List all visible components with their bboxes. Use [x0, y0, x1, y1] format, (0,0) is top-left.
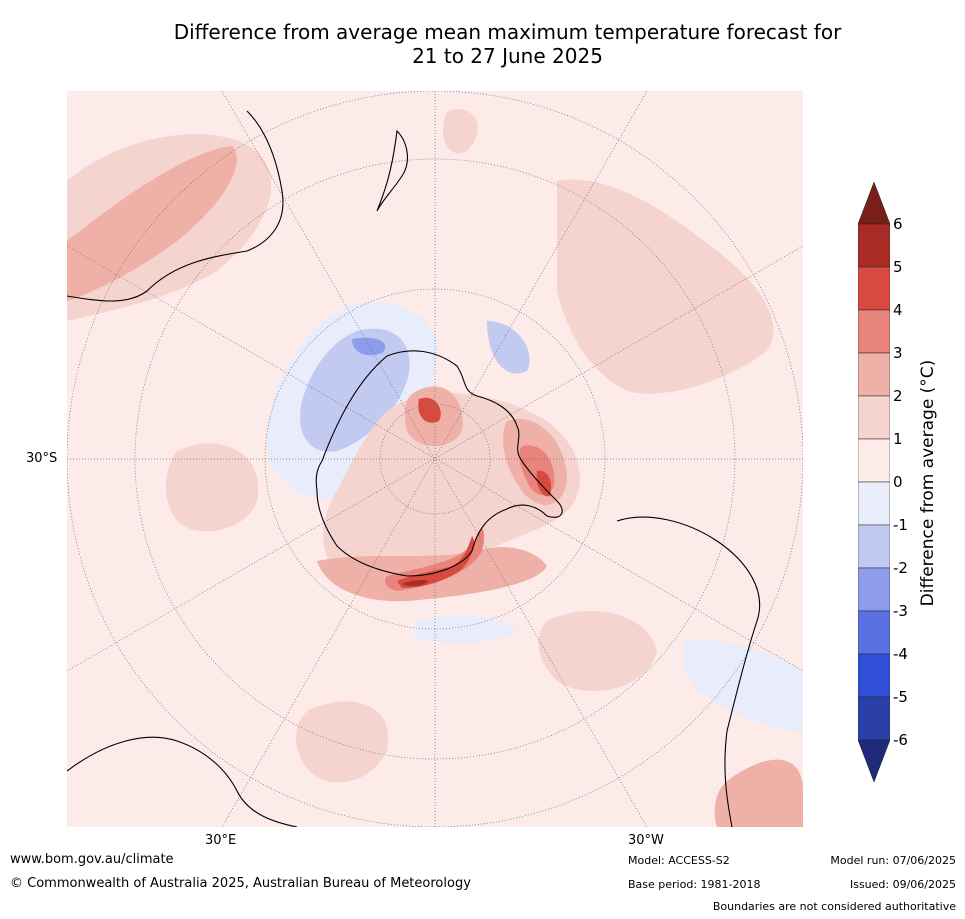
- website-link[interactable]: www.bom.gov.au/climate: [10, 852, 174, 867]
- latitude-circle-45s: [134, 158, 736, 760]
- model-run-date: Model run: 07/06/2025: [830, 854, 956, 867]
- colorbar-tick-0: 0: [893, 473, 903, 491]
- colorbar-extend-high: [857, 181, 891, 225]
- cold-anomaly-south: [412, 615, 517, 643]
- colorbar-bin-neg2-neg1: [857, 524, 891, 569]
- colorbar-tick-3: 3: [893, 344, 903, 362]
- graticule: [67, 91, 803, 827]
- cold-anomaly-peak: [352, 337, 386, 356]
- meridian-60w-120e: [67, 245, 803, 672]
- colorbar: [857, 181, 891, 783]
- colorbar-tick-neg5: -5: [893, 688, 908, 706]
- warm-anomaly-weddell-peak: [536, 470, 552, 497]
- colorbar-tick-6: 6: [893, 215, 903, 233]
- colorbar-tick-neg4: -4: [893, 645, 908, 663]
- colorbar-tick-5: 5: [893, 258, 903, 276]
- map-canvas: [67, 91, 803, 827]
- colorbar-title: Difference from average (°C): [918, 359, 938, 607]
- colorbar-tick-neg2: -2: [893, 559, 908, 577]
- issued-date: Issued: 09/06/2025: [849, 878, 956, 891]
- anomaly-patch-west: [165, 443, 259, 532]
- australia-coastline: [67, 110, 284, 302]
- colorbar-bin-1-2: [857, 395, 891, 440]
- colorbar-tick-neg1: -1: [893, 516, 908, 534]
- colorbar-bin-neg3-neg2: [857, 567, 891, 612]
- anomaly-patch-north: [443, 109, 478, 154]
- colorbar-bin-0-1: [857, 438, 891, 483]
- new-zealand-coastline: [376, 129, 408, 212]
- chart-title: Difference from average mean maximum tem…: [0, 20, 965, 68]
- colorbar-bin-4-5: [857, 266, 891, 311]
- colorbar-bin-5-6: [857, 223, 891, 268]
- meridian-30w-150e: [221, 91, 648, 827]
- copyright-notice: © Commonwealth of Australia 2025, Austra…: [10, 876, 471, 891]
- warm-anomaly-southern-ocean-peak: [402, 580, 429, 587]
- colorbar-bin-neg5-neg4: [857, 653, 891, 698]
- boundaries-disclaimer: Boundaries are not considered authoritat…: [712, 900, 956, 913]
- colorbar-bin-neg6-neg5: [857, 696, 891, 741]
- coastlines: [67, 110, 761, 827]
- colorbar-bin-neg1-0: [857, 481, 891, 526]
- anomaly-region-south-pacific: [557, 179, 774, 394]
- anomaly-patch-southeast: [538, 611, 657, 691]
- colorbar-extend-low: [857, 739, 891, 783]
- colorbar-swatches: [857, 181, 891, 783]
- colorbar-tick-neg3: -3: [893, 602, 908, 620]
- colorbar-bin-3-4: [857, 309, 891, 354]
- longitude-label-30w: 30°W: [628, 833, 664, 848]
- anomaly-patch-south: [295, 701, 389, 783]
- colorbar-tick-neg6: -6: [893, 731, 908, 749]
- model-name: Model: ACCESS-S2: [628, 854, 730, 867]
- base-period: Base period: 1981-2018: [628, 878, 761, 891]
- meridian-30e-150w: [221, 91, 648, 827]
- africa-coastline: [67, 736, 298, 827]
- meridian-60e-120w: [67, 245, 803, 672]
- title-line-2: 21 to 27 June 2025: [412, 44, 603, 68]
- south-america-coastline: [616, 516, 761, 827]
- colorbar-bin-2-3: [857, 352, 891, 397]
- latitude-label-30s: 30°S: [26, 451, 58, 466]
- cold-anomaly-south-america: [682, 640, 803, 731]
- temperature-anomaly-map: [67, 91, 803, 827]
- warm-anomaly-southern-ocean-strong: [397, 536, 474, 588]
- colorbar-tick-2: 2: [893, 387, 903, 405]
- anomaly-patch-corner: [714, 759, 803, 827]
- cold-anomaly-ross-sea: [487, 321, 530, 374]
- colorbar-bin-neg4-neg3: [857, 610, 891, 655]
- antarctica-coastline: [315, 350, 563, 577]
- longitude-label-30e: 30°E: [205, 833, 237, 848]
- colorbar-tick-1: 1: [893, 430, 903, 448]
- title-line-1: Difference from average mean maximum tem…: [173, 20, 842, 44]
- colorbar-tick-4: 4: [893, 301, 903, 319]
